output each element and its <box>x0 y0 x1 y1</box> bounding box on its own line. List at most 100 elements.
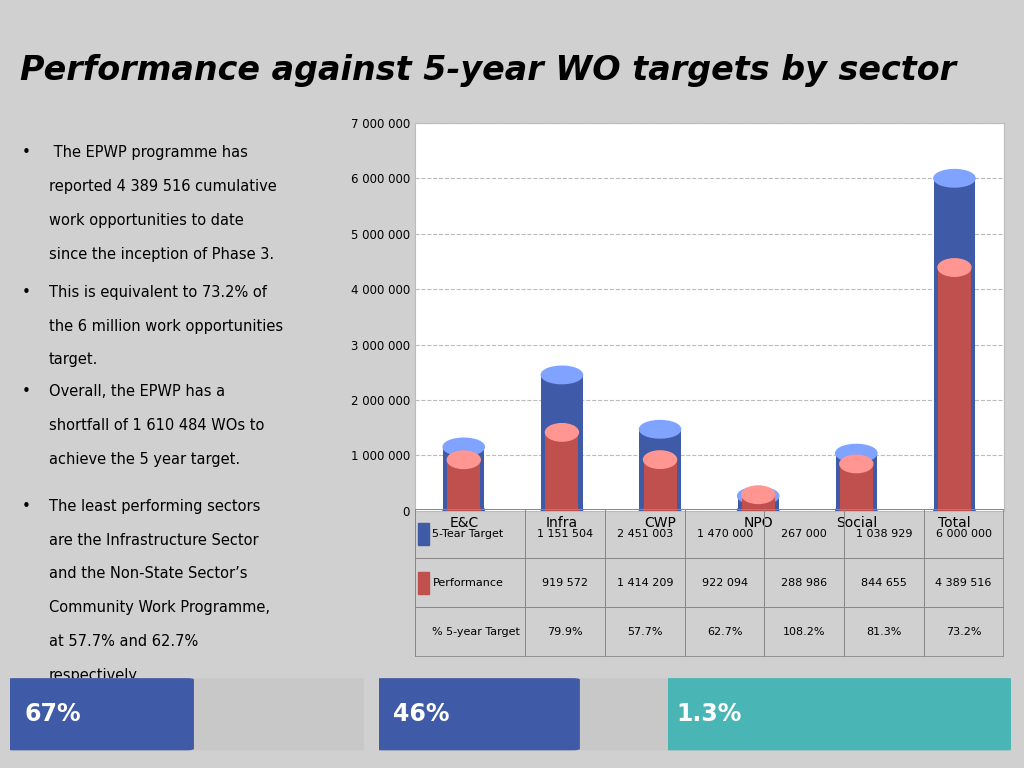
Text: 922 094: 922 094 <box>701 578 748 588</box>
Text: 2 451 003: 2 451 003 <box>616 528 673 539</box>
Bar <box>525 509 605 558</box>
Text: Performance: Performance <box>432 578 504 588</box>
Text: 5-Tear Target: 5-Tear Target <box>432 528 504 539</box>
Ellipse shape <box>639 421 681 438</box>
Text: 288 986: 288 986 <box>781 578 827 588</box>
Bar <box>605 509 685 558</box>
Ellipse shape <box>542 502 583 519</box>
Text: This is equivalent to 73.2% of: This is equivalent to 73.2% of <box>49 285 266 300</box>
Bar <box>844 558 924 607</box>
Text: Performance against 5-year WO targets by sector: Performance against 5-year WO targets by… <box>20 55 956 88</box>
Bar <box>415 558 525 607</box>
Bar <box>840 464 872 511</box>
Bar <box>737 496 779 511</box>
Bar <box>924 607 1004 657</box>
Text: achieve the 5 year target.: achieve the 5 year target. <box>49 452 240 467</box>
Text: 46%: 46% <box>393 702 450 727</box>
Text: The least performing sectors: The least performing sectors <box>49 498 260 514</box>
Text: 6 000 000: 6 000 000 <box>936 528 991 539</box>
Ellipse shape <box>443 439 484 455</box>
Text: reported 4 389 516 cumulative: reported 4 389 516 cumulative <box>49 179 276 194</box>
Text: The EPWP programme has: The EPWP programme has <box>49 145 248 161</box>
Ellipse shape <box>447 451 480 468</box>
FancyBboxPatch shape <box>376 678 735 750</box>
Text: 67%: 67% <box>25 702 81 727</box>
Text: 79.9%: 79.9% <box>548 627 583 637</box>
Ellipse shape <box>840 502 872 519</box>
Bar <box>639 429 681 511</box>
Bar <box>605 607 685 657</box>
Text: % 5-year Target: % 5-year Target <box>432 627 520 637</box>
Ellipse shape <box>643 502 677 519</box>
Bar <box>542 375 583 511</box>
Text: 1 414 209: 1 414 209 <box>616 578 673 588</box>
Text: work opportunities to date: work opportunities to date <box>49 214 244 228</box>
Ellipse shape <box>443 502 484 519</box>
Bar <box>418 572 429 594</box>
Bar <box>525 558 605 607</box>
Bar <box>924 509 1004 558</box>
Text: 108.2%: 108.2% <box>783 627 825 637</box>
Text: respectively.: respectively. <box>49 668 140 683</box>
Text: 81.3%: 81.3% <box>866 627 902 637</box>
FancyBboxPatch shape <box>665 678 1014 750</box>
Ellipse shape <box>741 486 775 504</box>
Ellipse shape <box>938 259 971 276</box>
Ellipse shape <box>643 451 677 468</box>
Bar <box>836 453 877 511</box>
FancyBboxPatch shape <box>7 678 194 750</box>
Ellipse shape <box>741 502 775 519</box>
Text: •: • <box>22 498 31 514</box>
Bar <box>643 459 677 511</box>
Ellipse shape <box>934 502 975 519</box>
Bar <box>546 432 579 511</box>
Ellipse shape <box>639 502 681 519</box>
Text: at 57.7% and 62.7%: at 57.7% and 62.7% <box>49 634 198 649</box>
Bar <box>415 607 525 657</box>
FancyBboxPatch shape <box>7 678 367 750</box>
Text: target.: target. <box>49 353 98 367</box>
Ellipse shape <box>737 502 779 519</box>
Bar <box>741 495 775 511</box>
FancyBboxPatch shape <box>376 678 580 750</box>
Text: 1 038 929: 1 038 929 <box>856 528 912 539</box>
Bar <box>418 523 429 545</box>
Bar <box>525 607 605 657</box>
Text: shortfall of 1 610 484 WOs to: shortfall of 1 610 484 WOs to <box>49 419 264 433</box>
Text: •: • <box>22 384 31 399</box>
Bar <box>765 558 844 607</box>
Bar <box>605 558 685 607</box>
Text: •: • <box>22 145 31 161</box>
Ellipse shape <box>546 424 579 441</box>
Bar <box>443 447 484 511</box>
Bar <box>938 267 971 511</box>
Text: Overall, the EPWP has a: Overall, the EPWP has a <box>49 384 224 399</box>
Text: 1.3%: 1.3% <box>676 702 741 727</box>
Text: 919 572: 919 572 <box>543 578 588 588</box>
Bar <box>924 558 1004 607</box>
Bar <box>934 178 975 511</box>
Text: Community Work Programme,: Community Work Programme, <box>49 601 269 615</box>
Bar <box>844 509 924 558</box>
Ellipse shape <box>836 502 877 519</box>
Bar <box>447 460 480 511</box>
Text: 57.7%: 57.7% <box>627 627 663 637</box>
Bar <box>844 607 924 657</box>
Ellipse shape <box>737 487 779 505</box>
Ellipse shape <box>447 502 480 519</box>
Bar <box>765 509 844 558</box>
Ellipse shape <box>938 502 971 519</box>
Text: 844 655: 844 655 <box>861 578 907 588</box>
Text: are the Infrastructure Sector: are the Infrastructure Sector <box>49 533 258 548</box>
Text: 1 151 504: 1 151 504 <box>538 528 593 539</box>
Text: and the Non-State Sector’s: and the Non-State Sector’s <box>49 567 247 581</box>
Ellipse shape <box>836 445 877 462</box>
Text: 4 389 516: 4 389 516 <box>936 578 992 588</box>
Ellipse shape <box>546 502 579 519</box>
Text: 1 470 000: 1 470 000 <box>696 528 753 539</box>
Text: •: • <box>22 285 31 300</box>
Text: since the inception of Phase 3.: since the inception of Phase 3. <box>49 247 273 262</box>
Bar <box>685 607 765 657</box>
Text: 62.7%: 62.7% <box>707 627 742 637</box>
Bar <box>685 558 765 607</box>
